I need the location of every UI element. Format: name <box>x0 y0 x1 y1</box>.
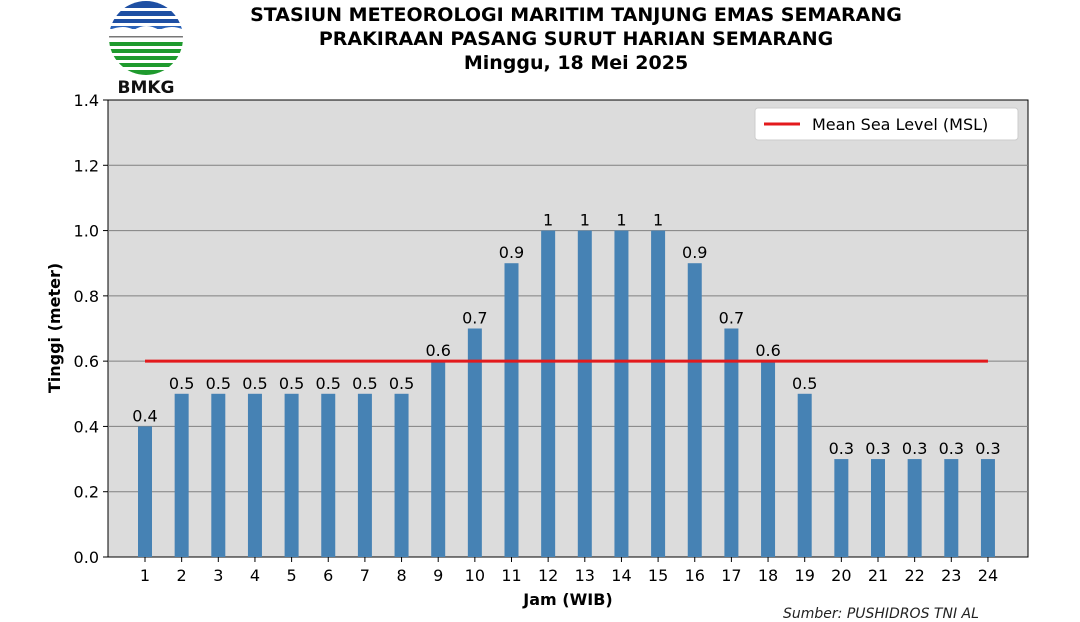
data-label: 1 <box>616 211 626 230</box>
x-tick-label: 21 <box>868 566 888 585</box>
x-tick-label: 18 <box>758 566 778 585</box>
data-label: 0.3 <box>902 439 927 458</box>
bar <box>394 393 409 557</box>
data-label: 1 <box>653 211 663 230</box>
data-label: 0.5 <box>352 374 377 393</box>
data-label: 0.7 <box>719 309 744 328</box>
bar <box>138 426 152 557</box>
chart-title-line3: Minggu, 18 Mei 2025 <box>463 52 689 74</box>
x-tick-label: 19 <box>795 566 815 585</box>
y-tick-label: 0.4 <box>74 417 99 436</box>
data-label: 1 <box>543 211 553 230</box>
y-tick-label: 0.0 <box>74 548 99 567</box>
x-tick-label: 1 <box>140 566 150 585</box>
bmkg-logo: BMKG <box>104 0 188 100</box>
data-label: 0.6 <box>755 341 780 360</box>
bar <box>724 328 739 557</box>
x-tick-label: 10 <box>465 566 485 585</box>
x-tick-label: 7 <box>360 566 370 585</box>
bar <box>174 393 189 557</box>
data-label: 0.5 <box>792 374 817 393</box>
x-tick-label: 14 <box>611 566 631 585</box>
bar <box>577 230 592 558</box>
x-tick-label: 9 <box>433 566 443 585</box>
x-tick-label: 22 <box>904 566 924 585</box>
data-label: 0.9 <box>499 243 524 262</box>
bar <box>980 459 995 557</box>
data-label: 0.3 <box>975 439 1000 458</box>
data-label: 0.5 <box>316 374 341 393</box>
x-tick-label: 2 <box>177 566 187 585</box>
x-tick-label: 8 <box>396 566 406 585</box>
legend-msl-label: Mean Sea Level (MSL) <box>812 115 988 134</box>
data-label: 0.5 <box>206 374 231 393</box>
x-tick-label: 13 <box>575 566 595 585</box>
bar <box>907 459 922 557</box>
x-tick-label: 12 <box>538 566 558 585</box>
x-tick-label: 23 <box>941 566 961 585</box>
x-tick-label: 20 <box>831 566 851 585</box>
y-axis-label: Tinggi (meter) <box>45 263 64 393</box>
data-label: 0.6 <box>425 341 450 360</box>
bar <box>761 361 776 557</box>
x-tick-label: 5 <box>287 566 297 585</box>
x-tick-label: 17 <box>721 566 741 585</box>
x-tick-label: 16 <box>685 566 705 585</box>
data-label: 0.3 <box>829 439 854 458</box>
bar <box>797 393 812 557</box>
logo-text: BMKG <box>117 78 174 96</box>
data-label: 1 <box>580 211 590 230</box>
bar <box>431 361 446 557</box>
bar <box>357 393 372 557</box>
x-tick-label: 24 <box>978 566 998 585</box>
bar <box>687 263 702 557</box>
data-label: 0.3 <box>939 439 964 458</box>
bar <box>871 459 885 557</box>
x-tick-label: 6 <box>323 566 333 585</box>
data-label: 0.4 <box>132 406 157 425</box>
bar <box>651 230 666 558</box>
legend: Mean Sea Level (MSL) <box>754 107 1019 141</box>
bar <box>211 393 226 557</box>
y-tick-label: 0.6 <box>74 352 99 371</box>
bar <box>614 230 629 558</box>
x-tick-label: 3 <box>213 566 223 585</box>
bar <box>504 263 519 557</box>
y-tick-label: 1.0 <box>74 222 99 241</box>
bar <box>944 459 959 557</box>
y-tick-label: 0.2 <box>74 483 99 502</box>
y-tick-label: 0.8 <box>74 287 99 306</box>
bar <box>834 459 849 557</box>
x-tick-label: 15 <box>648 566 668 585</box>
data-label: 0.9 <box>682 243 707 262</box>
bar <box>321 393 336 557</box>
bar <box>247 393 262 557</box>
data-label: 0.3 <box>865 439 890 458</box>
bar <box>467 328 482 557</box>
data-label: 0.5 <box>242 374 267 393</box>
x-tick-label: 11 <box>501 566 521 585</box>
plot-area <box>107 99 1029 558</box>
x-axis-label: Jam (WIB) <box>522 590 612 609</box>
chart-title-line1: STASIUN METEOROLOGI MARITIM TANJUNG EMAS… <box>250 4 902 26</box>
source-note: Sumber: PUSHIDROS TNI AL <box>783 606 979 622</box>
y-tick-label: 1.4 <box>74 91 99 110</box>
chart-title-line2: PRAKIRAAN PASANG SURUT HARIAN SEMARANG <box>318 28 834 50</box>
bar <box>541 230 556 558</box>
data-label: 0.7 <box>462 309 487 328</box>
data-label: 0.5 <box>389 374 414 393</box>
data-label: 0.5 <box>279 374 304 393</box>
x-tick-label: 4 <box>250 566 260 585</box>
y-tick-label: 1.2 <box>74 156 99 175</box>
bar <box>284 393 299 557</box>
data-label: 0.5 <box>169 374 194 393</box>
